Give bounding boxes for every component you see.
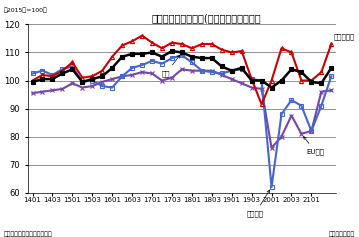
Text: （2015年=100）: （2015年=100） [4, 7, 47, 13]
Text: 米国向け: 米国向け [247, 190, 270, 217]
Text: （資料）財務省「貿易統計」: （資料）財務省「貿易統計」 [4, 231, 52, 237]
Text: アジア向け: アジア向け [333, 33, 355, 40]
Text: （年・四半期）: （年・四半期） [329, 231, 355, 237]
Text: EU向け: EU向け [304, 137, 325, 155]
Title: 地域別輸出数量指数(季節調整値）の推移: 地域別輸出数量指数(季節調整値）の推移 [152, 14, 261, 24]
Text: 全体: 全体 [162, 55, 180, 77]
